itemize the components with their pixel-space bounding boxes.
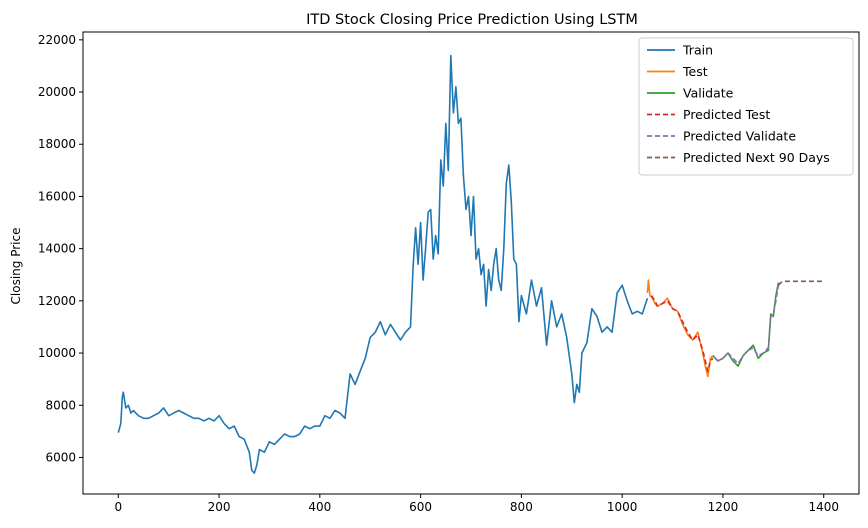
- x-tick-label: 600: [409, 500, 432, 514]
- x-tick-label: 1400: [808, 500, 839, 514]
- y-tick-label: 8000: [45, 398, 76, 412]
- y-tick-label: 22000: [38, 33, 76, 47]
- plot-frame: [82, 31, 860, 495]
- x-tick-label: 0: [114, 500, 122, 514]
- legend-label: Test: [682, 64, 708, 79]
- legend-box: [638, 37, 854, 176]
- series-line-0: [117, 54, 649, 474]
- legend-label: Predicted Next 90 Days: [683, 150, 830, 165]
- x-tick-label: 800: [510, 500, 533, 514]
- legend-label: Predicted Validate: [683, 129, 796, 144]
- x-tick-label: 200: [208, 500, 231, 514]
- y-tick-label: 12000: [38, 294, 76, 308]
- y-axis: 6000 8000 10000 12000 14000 16000 18000 20000 22…: [38, 33, 83, 464]
- x-tick-label: 1200: [708, 500, 739, 514]
- y-tick-label: 16000: [38, 189, 76, 203]
- y-tick-label: 10000: [38, 346, 76, 360]
- x-tick-label: 1000: [607, 500, 638, 514]
- series-layer: [117, 54, 824, 474]
- legend-label: Predicted Test: [683, 107, 770, 122]
- legend: Train Test Validate Predicted Test Predicted…: [638, 37, 854, 176]
- y-tick-label: 20000: [38, 85, 76, 99]
- series-line-4: [714, 285, 780, 365]
- y-axis-label: Closing Price: [9, 228, 23, 305]
- legend-label: Train: [682, 43, 713, 58]
- y-tick-label: 18000: [38, 137, 76, 151]
- series-line-5: [777, 280, 824, 286]
- legend-label: Validate: [683, 86, 734, 101]
- x-axis: 0 200 400 600 800 1000 1200 1400: [114, 494, 839, 514]
- series-line-1: [646, 279, 714, 378]
- x-tick-label: 400: [308, 500, 331, 514]
- chart-title: ITD Stock Closing Price Prediction Using…: [306, 12, 638, 28]
- y-tick-label: 14000: [38, 242, 76, 256]
- y-tick-label: 6000: [45, 450, 76, 464]
